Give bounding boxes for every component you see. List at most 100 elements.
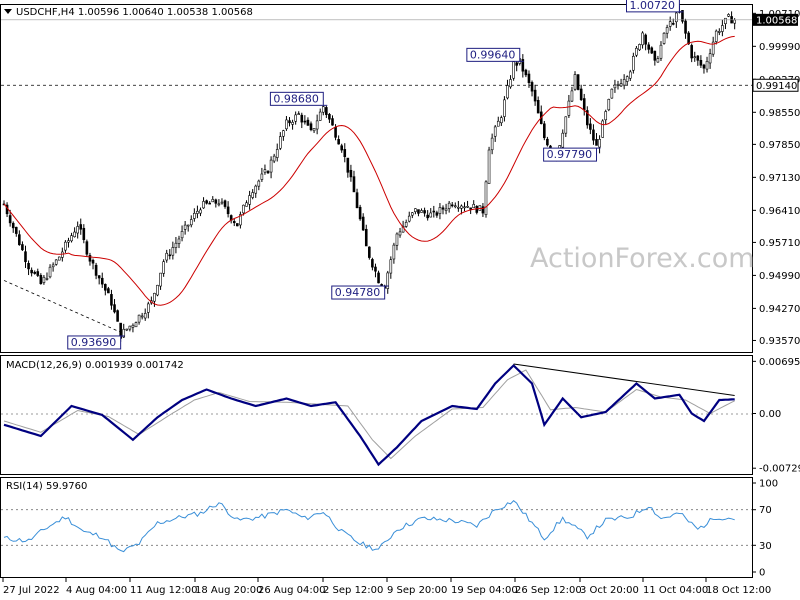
candle-body (361, 216, 365, 231)
candle-body (168, 254, 172, 257)
candle-body (398, 231, 402, 236)
candle-body (220, 201, 224, 204)
candle-body (266, 171, 270, 174)
candle-body (242, 204, 245, 214)
candle-body (503, 99, 506, 117)
candle-body (466, 206, 469, 208)
candle-body (659, 44, 663, 59)
candle-body (189, 219, 193, 226)
candle-body (527, 73, 531, 83)
candle-body (349, 169, 353, 178)
candle-body (395, 233, 399, 246)
candle-body (236, 223, 239, 227)
candle-body (346, 157, 350, 173)
candle-body (607, 99, 611, 111)
candle-body (687, 32, 690, 45)
price-tag-label: 1.00568 (756, 15, 797, 26)
candle-body (374, 266, 377, 272)
candle-body (432, 210, 436, 213)
time-tick-label: 9 Sep 20:00 (387, 585, 447, 596)
candle-body (288, 120, 291, 124)
candle-body (42, 276, 46, 283)
candle-body (721, 25, 724, 32)
price-tick-label: 0.97850 (759, 140, 800, 151)
candle-body (208, 202, 211, 205)
macd-axis: 0.006954 0.00 -0.007294 (752, 357, 800, 475)
candle-body (223, 200, 227, 207)
candle-body (73, 231, 76, 238)
title-arrow-icon (4, 9, 12, 14)
candle-body (628, 71, 632, 79)
candle-body (478, 205, 482, 211)
candle-body (217, 203, 221, 206)
candle-body (665, 27, 669, 34)
candle-body (668, 21, 672, 27)
candle-body (205, 200, 208, 204)
candle-body (656, 58, 660, 63)
candle-body (11, 222, 15, 229)
price-chart-title: USDCHF,H4 1.00596 1.00640 1.00538 1.0056… (16, 7, 253, 18)
candle-body (573, 74, 577, 90)
price-tick-label: 0.98550 (759, 108, 800, 119)
candle-body (601, 120, 604, 138)
candle-body (94, 264, 98, 276)
time-tick-label: 11 Aug 12:00 (130, 585, 197, 596)
candle-body (61, 251, 64, 258)
candle-body (453, 205, 457, 208)
candle-body (368, 246, 371, 258)
candle-body (475, 206, 479, 213)
candle-body (622, 79, 626, 86)
candle-body (64, 241, 67, 251)
time-tick-label: 26 Aug 04:00 (258, 585, 325, 596)
candle-body (285, 119, 288, 130)
candle-body (131, 324, 135, 328)
rsi-tick-label: 30 (759, 541, 772, 552)
candle-body (592, 129, 595, 141)
candle-body (441, 207, 445, 210)
candle-body (57, 256, 61, 261)
annotation-box (626, 0, 680, 13)
candle-body (100, 277, 104, 285)
candle-body (705, 61, 709, 70)
candle-body (423, 210, 426, 214)
candle-body (487, 149, 491, 184)
candle-body (613, 84, 617, 89)
annotation-box (543, 147, 598, 162)
candle-body (604, 111, 608, 121)
annotation-label: 0.93690 (71, 336, 117, 349)
annotation-box (67, 335, 122, 350)
candle-body (232, 221, 236, 224)
candle-body (18, 234, 21, 246)
candle-body (110, 294, 113, 306)
candle-body (183, 224, 187, 230)
candle-body (171, 247, 175, 256)
candle-body (315, 120, 319, 130)
candle-body (708, 53, 712, 64)
candle-body (193, 213, 196, 219)
time-tick-label: 2 Sep 12:00 (323, 585, 383, 596)
candle-body (386, 272, 390, 289)
candle-body (199, 209, 202, 214)
candle-body (435, 212, 439, 216)
candle-body (239, 214, 242, 226)
candle-body (543, 123, 546, 139)
candle-body (196, 210, 199, 214)
candle-body (426, 214, 429, 219)
candle-body (162, 261, 165, 274)
candle-body (457, 206, 460, 209)
candle-body (325, 107, 328, 115)
annotation-box (466, 47, 521, 62)
candle-body (429, 212, 433, 218)
candle-body (8, 215, 12, 224)
time-tick-label: 18 Aug 20:00 (195, 585, 262, 596)
candle-body (616, 83, 620, 86)
candle-body (714, 30, 718, 42)
candle-body (589, 123, 592, 130)
candle-body (524, 69, 528, 76)
annotation-box (331, 285, 386, 300)
time-tick-label: 3 Oct 20:00 (580, 585, 639, 596)
candle-body (404, 221, 408, 227)
rsi-levels (1, 509, 752, 546)
